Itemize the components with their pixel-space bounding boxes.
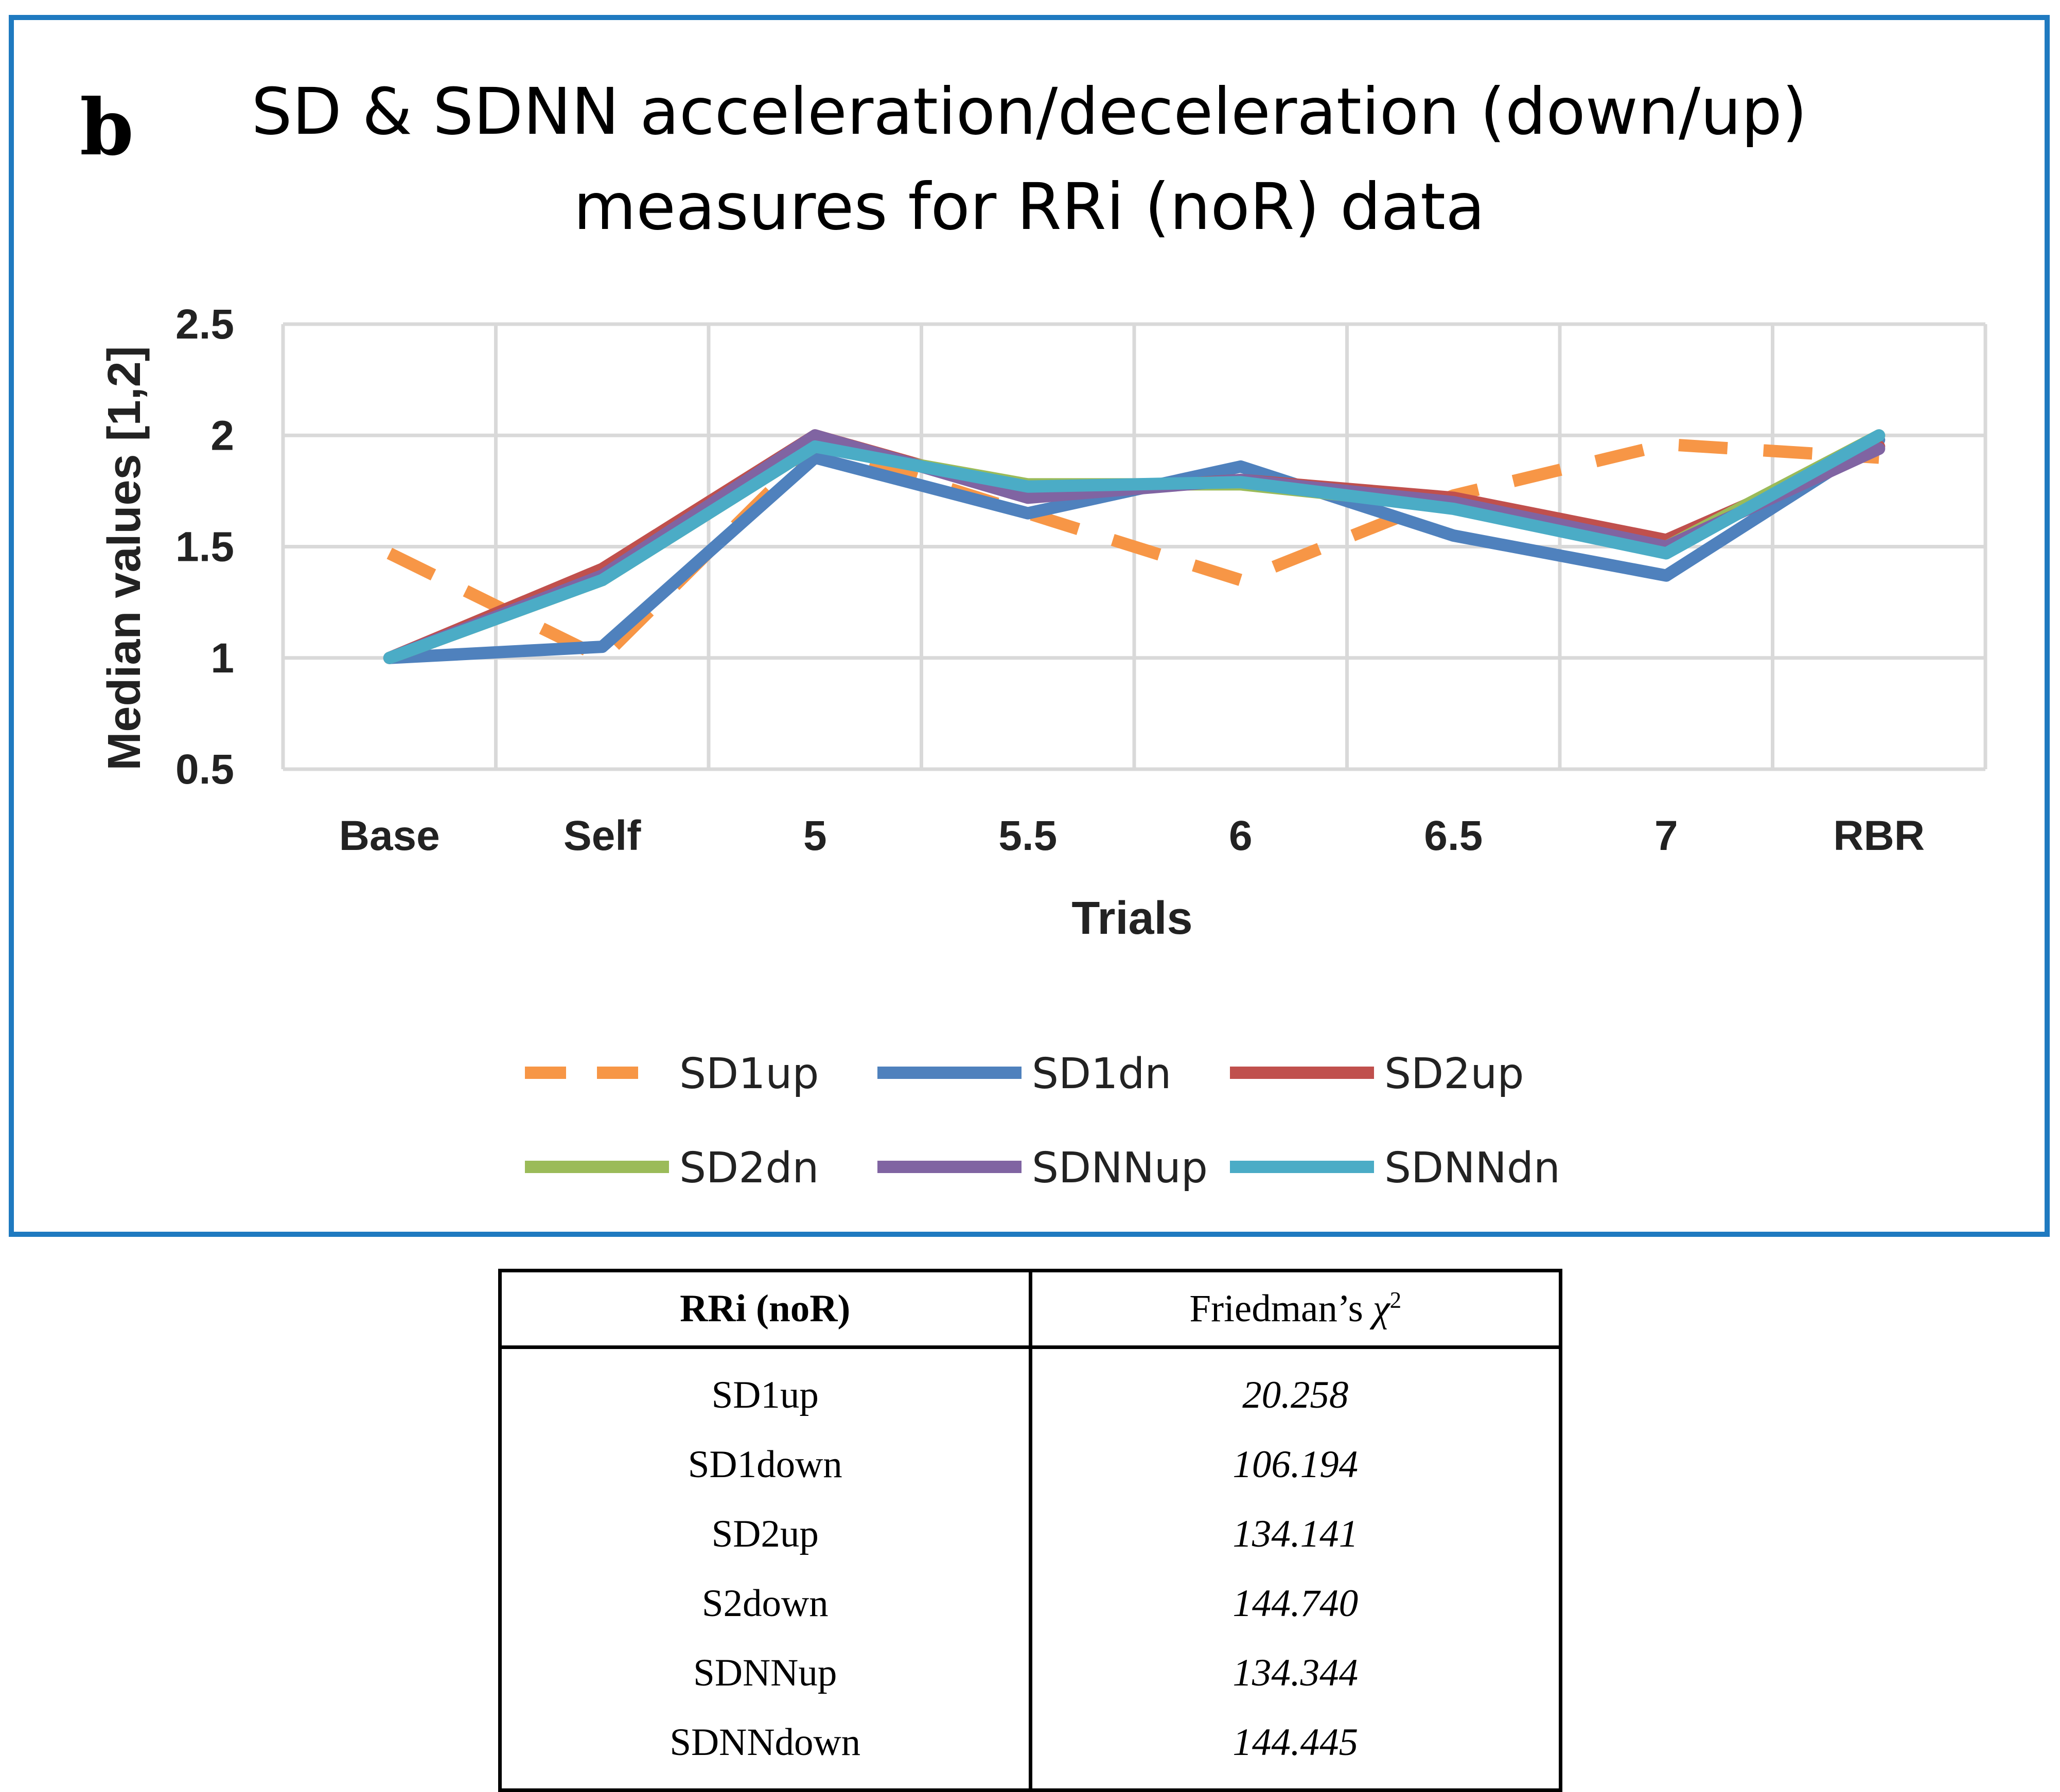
table-row: SDNNup 134.344 <box>500 1638 1561 1708</box>
y-tick-label: 1 <box>210 635 234 682</box>
table-cell-measure: S2down <box>500 1569 1032 1638</box>
x-tick-label: Base <box>339 812 440 859</box>
y-tick-labels: 0.5 1 1.5 2 2.5 <box>175 301 234 793</box>
x-tick-label: 6 <box>1229 812 1253 859</box>
table-cell-chi2: 144.445 <box>1233 1720 1359 1764</box>
table-cell-measure: SDNNup <box>500 1638 1032 1708</box>
table-header-row: RRi (noR) Friedman’s χ2 <box>500 1270 1561 1349</box>
x-axis-title: Trials <box>1071 893 1192 944</box>
legend-label-sdnndn: SDNNdn <box>1384 1144 1560 1193</box>
y-tick-label: 0.5 <box>175 746 234 793</box>
chart-title-line-1: SD & SDNN acceleration/deceleration (dow… <box>251 75 1807 149</box>
legend-label-sd2dn: SD2dn <box>679 1144 819 1193</box>
table-header-friedman-text: Friedman’s <box>1189 1287 1373 1330</box>
series-lines <box>383 429 1886 664</box>
table-cell-chi2: 134.344 <box>1233 1651 1359 1694</box>
legend-label-sdnnup: SDNNup <box>1032 1144 1208 1193</box>
chi-exponent: 2 <box>1389 1287 1402 1313</box>
legend-label-sd1dn: SD1dn <box>1032 1050 1171 1098</box>
legend: SD1up SD1dn SD2up SD2dn SDNNup SDNNdn <box>525 1050 1560 1193</box>
panel-label: b <box>80 82 134 173</box>
table-cell-measure: SD1up <box>500 1347 1032 1430</box>
table-cell-chi2: 144.740 <box>1233 1582 1359 1625</box>
x-tick-labels: Base Self 5 5.5 6 6.5 7 RBR <box>339 812 1925 859</box>
x-tick-label: 7 <box>1654 812 1678 859</box>
legend-label-sd2up: SD2up <box>1384 1050 1524 1098</box>
table-row: SD1up 20.258 <box>500 1347 1561 1430</box>
y-tick-label: 2.5 <box>175 301 234 348</box>
x-tick-label: 6.5 <box>1424 812 1483 859</box>
table-row: S2down 144.740 <box>500 1569 1561 1638</box>
table-cell-chi2: 106.194 <box>1233 1443 1359 1486</box>
x-tick-label: 5.5 <box>998 812 1057 859</box>
series-line-sdnndn <box>383 429 1886 664</box>
chart: b SD & SDNN acceleration/deceleration (d… <box>9 15 2050 1237</box>
table-row: SD1down 106.194 <box>500 1430 1561 1499</box>
x-tick-label: RBR <box>1833 812 1925 859</box>
table-cell-chi2: 134.141 <box>1233 1512 1359 1555</box>
chart-title-line-2: measures for RRi (noR) data <box>573 170 1485 244</box>
friedman-table: RRi (noR) Friedman’s χ2 SD1up 20.258 SD1… <box>498 1269 1562 1792</box>
table-header-friedman: Friedman’s χ2 <box>1030 1270 1561 1349</box>
legend-label-sd1up: SD1up <box>679 1050 819 1098</box>
table-cell-measure: SD1down <box>500 1430 1032 1499</box>
table-cell-measure: SDNNdown <box>500 1708 1032 1790</box>
table-header-measure: RRi (noR) <box>500 1270 1032 1349</box>
chi-symbol: χ <box>1372 1287 1390 1330</box>
x-tick-label: 5 <box>803 812 827 859</box>
table-cell-measure: SD2up <box>500 1499 1032 1569</box>
y-tick-label: 2 <box>210 412 234 459</box>
table-row: SD2up 134.141 <box>500 1499 1561 1569</box>
x-tick-label: Self <box>564 812 641 859</box>
y-tick-label: 1.5 <box>175 524 234 571</box>
chart-frame <box>9 15 2050 1237</box>
table-cell-chi2: 20.258 <box>1242 1373 1349 1416</box>
table-row: SDNNdown 144.445 <box>500 1708 1561 1790</box>
y-axis-title: Median values [1,2] <box>99 346 150 770</box>
